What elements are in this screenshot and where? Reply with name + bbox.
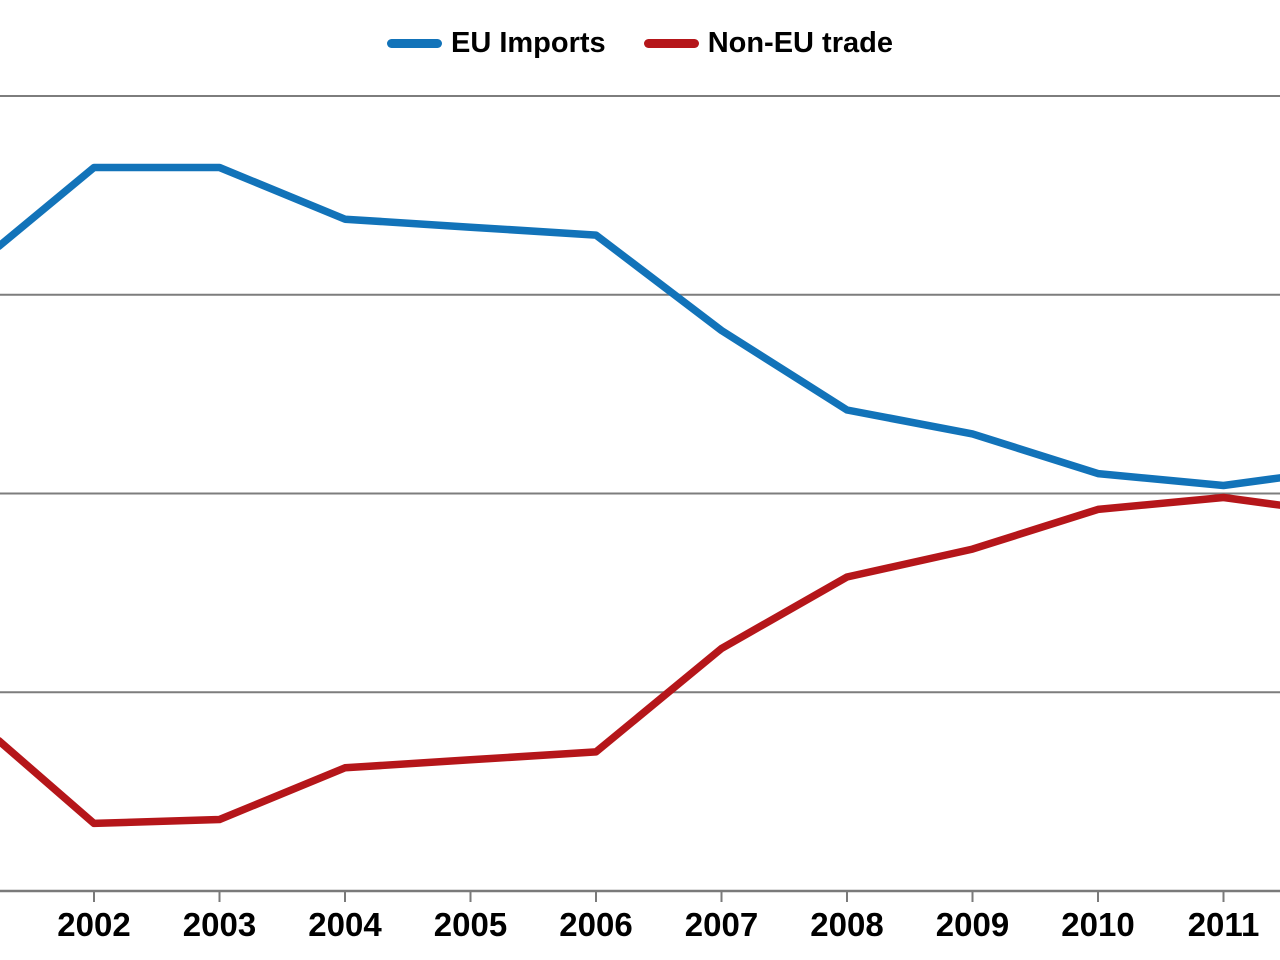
x-axis (0, 889, 1280, 902)
gridlines (0, 95, 1280, 694)
series-line-non-eu-trade (0, 493, 1280, 828)
series-lines (0, 163, 1280, 828)
series-line-eu-imports (0, 163, 1280, 490)
